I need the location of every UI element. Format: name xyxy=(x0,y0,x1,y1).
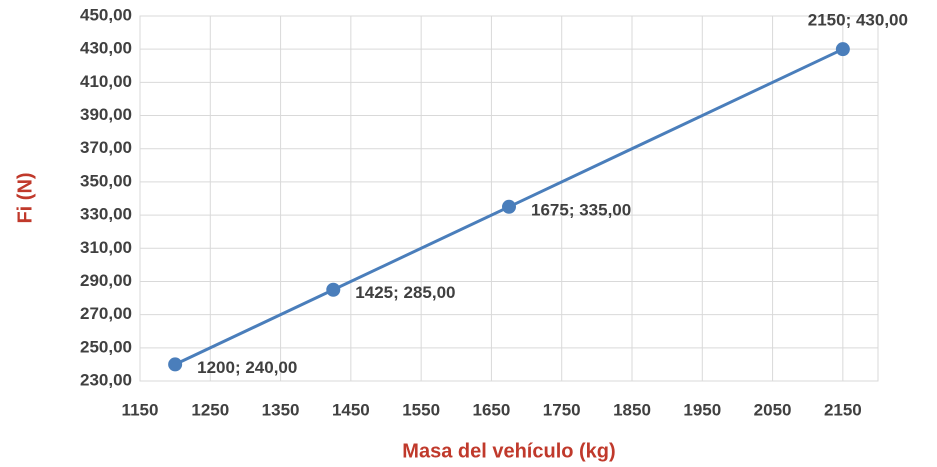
y-tick-label: 230,00 xyxy=(80,370,132,389)
y-tick-label: 370,00 xyxy=(80,138,132,157)
x-tick-label: 2150 xyxy=(824,400,862,419)
data-label: 1200; 240,00 xyxy=(197,358,297,377)
x-tick-label: 1150 xyxy=(122,400,159,419)
y-tick-label: 270,00 xyxy=(80,304,132,323)
x-tick-label: 1750 xyxy=(543,400,581,419)
x-axis-title: Masa del vehículo (kg) xyxy=(402,440,615,462)
y-axis-title: Fi (N) xyxy=(14,172,36,223)
x-tick-label: 2050 xyxy=(754,400,792,419)
x-tick-label: 1450 xyxy=(332,400,370,419)
x-tick-label: 1250 xyxy=(191,400,229,419)
plot-frame xyxy=(139,15,879,382)
point xyxy=(835,42,850,57)
y-tick-label: 410,00 xyxy=(80,72,132,91)
y-tick-label: 430,00 xyxy=(80,39,132,58)
x-tick-label: 1350 xyxy=(262,400,300,419)
y-tick-label: 290,00 xyxy=(80,271,132,290)
x-tick-label: 1950 xyxy=(683,400,721,419)
x-tick-label: 1650 xyxy=(473,400,511,419)
data-label: 1425; 285,00 xyxy=(355,283,455,302)
y-tick-label: 310,00 xyxy=(80,238,132,257)
line xyxy=(174,47,844,366)
data-label: 1675; 335,00 xyxy=(531,200,631,219)
x-tick-label: 1550 xyxy=(402,400,440,419)
point xyxy=(326,282,341,297)
point xyxy=(168,357,183,372)
y-tick-label: 350,00 xyxy=(80,171,132,190)
y-tick-label: 330,00 xyxy=(80,205,132,224)
point xyxy=(502,199,516,214)
data-label: 2150; 430,00 xyxy=(808,11,908,30)
y-tick-label: 390,00 xyxy=(80,105,132,124)
x-tick-label: 1850 xyxy=(613,400,651,419)
y-tick-label: 450,00 xyxy=(80,5,132,24)
y-tick-label: 250,00 xyxy=(80,337,132,356)
